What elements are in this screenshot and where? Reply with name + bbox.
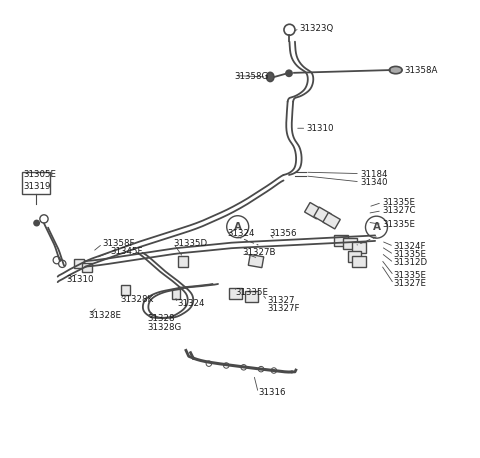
FancyBboxPatch shape bbox=[314, 207, 331, 224]
Text: 31324F: 31324F bbox=[394, 242, 426, 251]
Circle shape bbox=[365, 216, 387, 238]
FancyBboxPatch shape bbox=[121, 285, 130, 295]
Text: 31323Q: 31323Q bbox=[300, 24, 334, 33]
Text: 31327F: 31327F bbox=[267, 304, 300, 313]
FancyBboxPatch shape bbox=[178, 256, 188, 267]
FancyBboxPatch shape bbox=[348, 251, 361, 262]
Text: 31324: 31324 bbox=[227, 229, 255, 238]
Circle shape bbox=[40, 215, 48, 223]
Circle shape bbox=[224, 363, 229, 368]
Text: A: A bbox=[372, 222, 381, 232]
Text: 31358G: 31358G bbox=[235, 72, 269, 82]
Ellipse shape bbox=[389, 66, 402, 74]
Text: 31358F: 31358F bbox=[103, 239, 135, 248]
FancyBboxPatch shape bbox=[343, 238, 357, 249]
Circle shape bbox=[206, 361, 212, 366]
FancyBboxPatch shape bbox=[228, 288, 242, 299]
FancyBboxPatch shape bbox=[172, 289, 180, 299]
Text: 31356: 31356 bbox=[269, 229, 297, 238]
Circle shape bbox=[59, 260, 66, 267]
Circle shape bbox=[53, 256, 60, 264]
FancyBboxPatch shape bbox=[74, 259, 84, 268]
Text: 31335E: 31335E bbox=[394, 250, 427, 259]
Text: 31312D: 31312D bbox=[394, 258, 428, 267]
Text: 31327C: 31327C bbox=[382, 206, 416, 215]
FancyBboxPatch shape bbox=[248, 255, 264, 267]
Text: 31305E: 31305E bbox=[24, 170, 57, 180]
Text: 31335D: 31335D bbox=[174, 239, 208, 248]
Text: 31335E: 31335E bbox=[235, 288, 268, 297]
Circle shape bbox=[284, 24, 295, 35]
Text: 31328K: 31328K bbox=[120, 295, 153, 304]
FancyBboxPatch shape bbox=[23, 172, 50, 194]
Text: 31340: 31340 bbox=[360, 178, 387, 187]
Circle shape bbox=[241, 365, 246, 370]
Ellipse shape bbox=[266, 72, 274, 82]
FancyBboxPatch shape bbox=[305, 202, 322, 219]
FancyBboxPatch shape bbox=[245, 291, 258, 302]
Text: 31345F: 31345F bbox=[111, 247, 144, 256]
Text: 31328: 31328 bbox=[147, 314, 175, 323]
FancyBboxPatch shape bbox=[82, 263, 92, 272]
FancyBboxPatch shape bbox=[323, 213, 340, 229]
Text: 31310: 31310 bbox=[66, 275, 94, 284]
Circle shape bbox=[258, 366, 264, 372]
Text: 31327: 31327 bbox=[267, 296, 295, 305]
Circle shape bbox=[227, 216, 249, 238]
Text: 31335E: 31335E bbox=[394, 271, 427, 280]
Circle shape bbox=[271, 368, 276, 373]
FancyBboxPatch shape bbox=[352, 242, 366, 253]
Text: 31310: 31310 bbox=[306, 124, 334, 133]
Text: 31316: 31316 bbox=[258, 388, 286, 398]
Text: 31327E: 31327E bbox=[394, 279, 427, 289]
Text: 31335E: 31335E bbox=[382, 198, 415, 207]
FancyBboxPatch shape bbox=[352, 256, 366, 267]
Text: 31358A: 31358A bbox=[404, 66, 437, 76]
FancyBboxPatch shape bbox=[334, 235, 348, 246]
Text: 31324: 31324 bbox=[178, 299, 205, 308]
Text: 31328G: 31328G bbox=[147, 322, 182, 332]
Text: 31328E: 31328E bbox=[89, 311, 122, 320]
Text: A: A bbox=[234, 222, 242, 232]
Text: 31327B: 31327B bbox=[243, 248, 276, 257]
Circle shape bbox=[286, 70, 292, 76]
Text: 31184: 31184 bbox=[360, 169, 387, 179]
Text: 31335E: 31335E bbox=[382, 220, 415, 229]
Circle shape bbox=[34, 220, 39, 226]
Text: 31319: 31319 bbox=[24, 182, 51, 191]
